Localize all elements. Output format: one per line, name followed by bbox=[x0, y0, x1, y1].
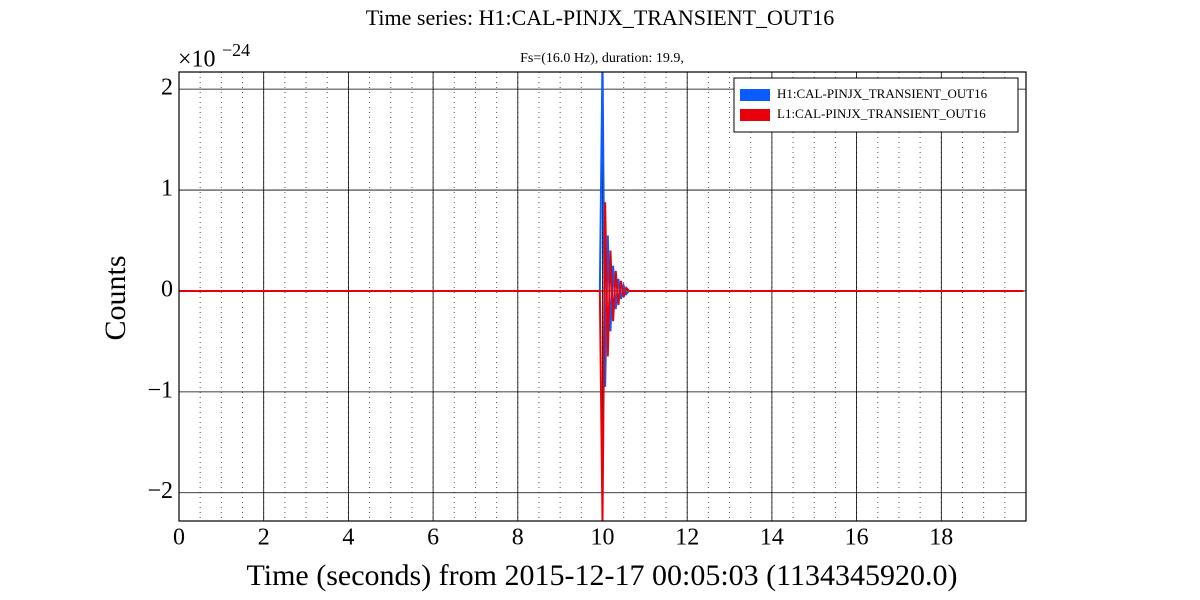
legend-box bbox=[733, 77, 1019, 133]
x-tick-label: 0 bbox=[173, 525, 185, 551]
x-tick-label: 16 bbox=[845, 525, 869, 551]
x-tick-label: 12 bbox=[675, 525, 699, 551]
y-tick-label: 1 bbox=[161, 176, 173, 202]
plot-frame bbox=[178, 71, 1027, 522]
chart-subtitle: Fs=(16.0 Hz), duration: 19.9, bbox=[520, 51, 684, 66]
y-multiplier-exponent: −24 bbox=[222, 40, 250, 60]
legend-label: L1:CAL-PINJX_TRANSIENT_OUT16 bbox=[777, 106, 986, 121]
x-tick-label: 14 bbox=[760, 525, 784, 551]
legend-swatch bbox=[740, 109, 770, 121]
x-tick-label: 6 bbox=[427, 525, 439, 551]
x-tick-label: 10 bbox=[591, 525, 615, 551]
x-tick-label: 2 bbox=[258, 525, 270, 551]
series-line bbox=[179, 202, 1024, 521]
legend-label: H1:CAL-PINJX_TRANSIENT_OUT16 bbox=[777, 86, 988, 101]
x-tick-label: 18 bbox=[929, 525, 953, 551]
y-tick-label: 0 bbox=[161, 276, 173, 302]
y-tick-label: 2 bbox=[161, 75, 173, 101]
chart-title: Time series: H1:CAL-PINJX_TRANSIENT_OUT1… bbox=[366, 5, 835, 30]
plot-area bbox=[179, 72, 1024, 521]
y-multiplier: ×10 bbox=[178, 47, 216, 73]
x-axis-label: Time (seconds) from 2015-12-17 00:05:03 … bbox=[246, 559, 957, 592]
y-tick-label: −1 bbox=[147, 377, 173, 403]
legend-swatch bbox=[740, 89, 770, 101]
x-tick-label: 8 bbox=[512, 525, 524, 551]
y-axis-label: Counts bbox=[99, 255, 132, 340]
y-tick-label: −2 bbox=[147, 478, 173, 504]
x-tick-label: 4 bbox=[342, 525, 354, 551]
